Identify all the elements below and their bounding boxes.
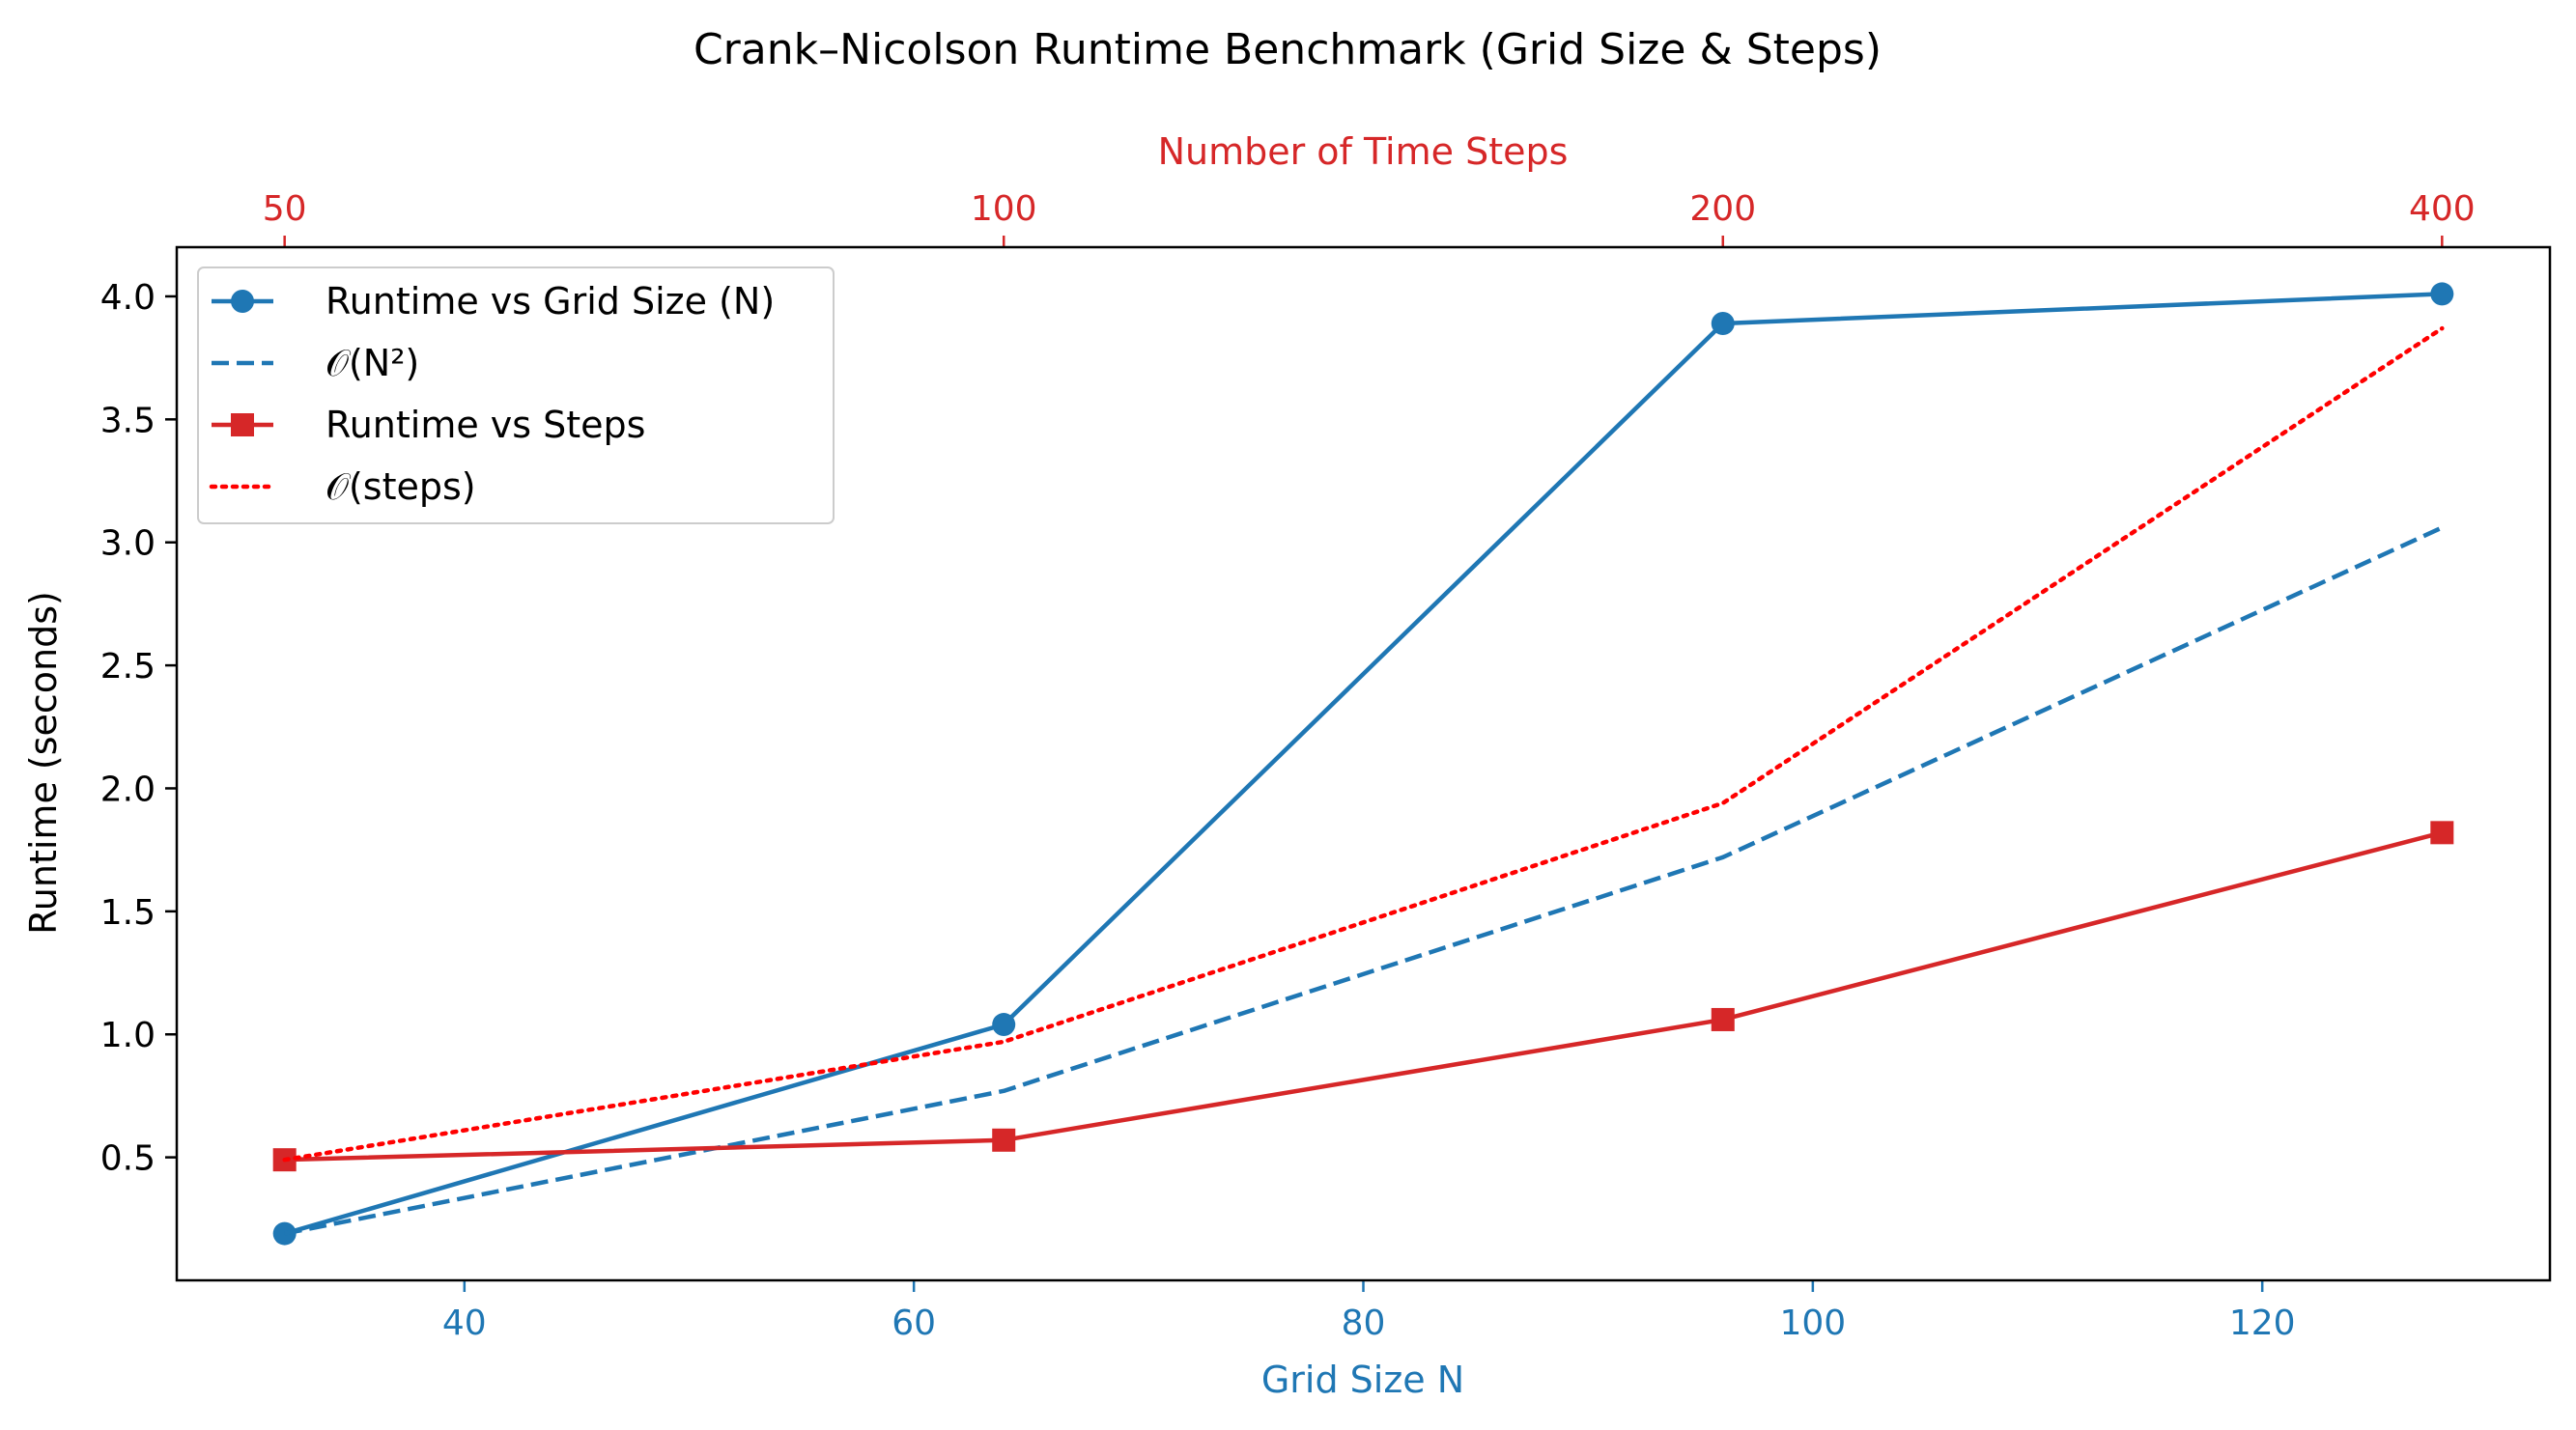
legend-entry: Runtime vs Steps xyxy=(212,404,645,446)
legend-entry: 𝒪(steps) xyxy=(209,465,476,508)
y-tick-label: 2.0 xyxy=(100,770,156,809)
y-tick-label: 3.0 xyxy=(100,524,156,564)
axes-frame xyxy=(175,245,2552,1282)
series-line xyxy=(284,525,2444,1236)
series-line xyxy=(284,830,2443,1163)
y-axis-label: Runtime (seconds) xyxy=(22,591,65,935)
top-tick-label: 50 xyxy=(263,189,307,229)
x-tick-label: 60 xyxy=(892,1304,936,1343)
chart-title: Crank–Nicolson Runtime Benchmark (Grid S… xyxy=(694,25,1882,74)
data-point xyxy=(2430,821,2454,845)
legend-entry: Runtime vs Grid Size (N) xyxy=(212,280,775,322)
y-tick-label: 2.5 xyxy=(100,647,156,687)
legend-label: Runtime vs Grid Size (N) xyxy=(326,280,775,322)
y-tick-label: 0.5 xyxy=(100,1139,156,1179)
data-point xyxy=(992,1128,1016,1152)
legend-label: Runtime vs Steps xyxy=(326,404,645,446)
series-line xyxy=(284,292,2443,1236)
series-line xyxy=(282,325,2445,1163)
legend-marker xyxy=(231,290,254,313)
plot-area: 0.5 1.0 1.5 2.0 2.5 3.0 3.5 4.0 40 60 80 100 120 50 10… xyxy=(100,189,2552,1343)
y-tick-label: 1.5 xyxy=(100,893,156,933)
series-4 xyxy=(282,325,2445,1163)
legend: Runtime vs Grid Size (N) 𝒪(N²) Runtime vs … xyxy=(197,266,835,524)
y-tick-label: 1.0 xyxy=(100,1016,156,1055)
legend-label: 𝒪(steps) xyxy=(326,465,476,508)
legend-label: 𝒪(N²) xyxy=(326,342,419,384)
data-point xyxy=(1711,311,1735,335)
data-point xyxy=(992,1013,1016,1037)
bottom-axis-label: Grid Size N xyxy=(1261,1359,1464,1401)
legend-box xyxy=(197,266,835,524)
series-2 xyxy=(284,525,2444,1236)
y-tick-label: 3.5 xyxy=(100,401,156,440)
x-tick-label: 100 xyxy=(1779,1304,1846,1343)
legend-marker xyxy=(231,413,254,436)
top-tick-label: 200 xyxy=(1689,189,1756,229)
top-axis-label: Number of Time Steps xyxy=(1158,130,1569,173)
x-tick-label: 40 xyxy=(442,1304,487,1343)
data-point xyxy=(1711,1007,1735,1031)
x-tick-label: 80 xyxy=(1342,1304,1386,1343)
series-3 xyxy=(272,821,2454,1172)
legend-entry: 𝒪(N²) xyxy=(212,342,419,384)
top-tick-label: 100 xyxy=(971,189,1037,229)
data-point xyxy=(2430,282,2454,306)
y-tick-label: 4.0 xyxy=(100,278,156,318)
x-tick-label: 120 xyxy=(2229,1304,2296,1343)
top-tick-label: 400 xyxy=(2409,189,2476,229)
